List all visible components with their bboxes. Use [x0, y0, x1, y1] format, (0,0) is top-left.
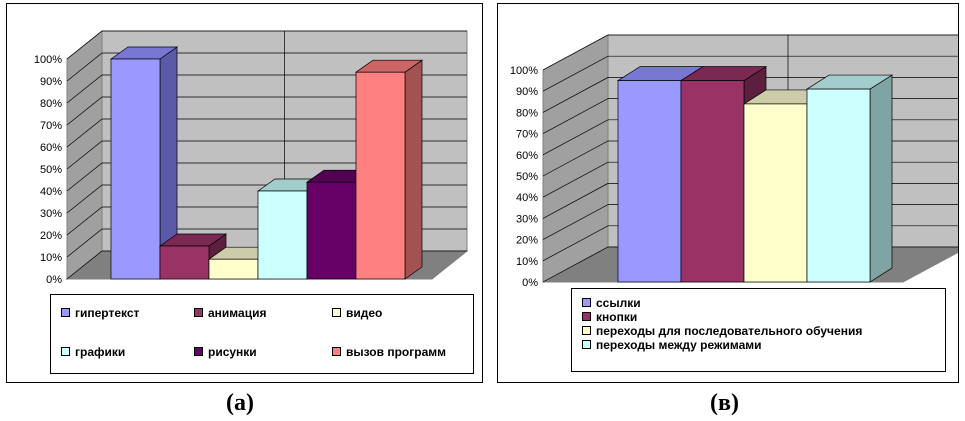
chart-b-ytick-label: 100% — [510, 65, 538, 77]
legend-item: ссылки — [582, 296, 945, 310]
chart-b-bar — [806, 88, 871, 283]
chart-b-gridline — [542, 34, 958, 71]
chart-a-bar — [110, 58, 161, 280]
legend-label: видео — [346, 306, 383, 320]
chart-a-caption: (а) — [226, 390, 254, 416]
legend-label: кнопки — [596, 310, 638, 324]
legend-label: переходы между режимами — [596, 338, 762, 352]
legend-swatch — [194, 308, 203, 318]
chart-a-ytick-label: 10% — [40, 252, 62, 264]
chart-a-bar — [208, 258, 259, 280]
legend-swatch — [332, 347, 341, 357]
legend-swatch — [194, 347, 203, 357]
chart-a-bar — [159, 245, 210, 280]
chart-a-ytick-label: 30% — [40, 208, 62, 220]
chart-b-bar — [680, 80, 745, 283]
chart-b-ytick-label: 80% — [516, 107, 538, 119]
chart-b-ytick-label: 90% — [516, 86, 538, 98]
chart-a-gridline — [66, 74, 467, 104]
legend-label: анимация — [208, 306, 267, 320]
chart-a-gridline — [66, 140, 467, 170]
chart-b-gridline — [542, 55, 958, 92]
legend-swatch — [582, 312, 591, 322]
legend-item: вызов программ — [332, 345, 446, 359]
chart-a-ytick-label: 20% — [40, 230, 62, 242]
legend-label: графики — [75, 345, 126, 359]
chart-b-bar — [743, 103, 808, 283]
legend-item: гипертекст — [61, 306, 139, 320]
chart-b-ytick-label: 60% — [516, 150, 538, 162]
legend-swatch — [582, 298, 591, 308]
chart-b-plot: 0% 10% 20% 30% 40% 50% 60% 70% 80% 90% 100% — [510, 34, 958, 289]
legend-label: переходы для последовательного обучения — [596, 324, 863, 338]
chart-a-gridline — [66, 52, 467, 82]
chart-b-panel: 0% 10% 20% 30% 40% 50% 60% 70% 80% 90% 100% ссылки… — [497, 3, 959, 383]
legend-item: анимация — [194, 306, 266, 320]
chart-b-ytick-label: 10% — [516, 256, 538, 268]
legend-item: графики — [61, 345, 125, 359]
chart-a-ytick-label: 60% — [40, 142, 62, 154]
chart-b-ytick-label: 40% — [516, 192, 538, 204]
chart-a-ytick-label: 70% — [40, 120, 62, 132]
chart-a-legend: гипертекст анимация видео графики рисунки выз… — [50, 294, 474, 374]
legend-item: рисунки — [194, 345, 257, 359]
chart-b-ytick-label: 20% — [516, 235, 538, 247]
chart-a-bar — [306, 181, 357, 280]
legend-label: рисунки — [208, 345, 257, 359]
legend-swatch — [61, 347, 70, 357]
chart-a-bar-side — [404, 59, 423, 280]
legend-item: переходы между режимами — [582, 338, 945, 352]
legend-label: гипертекст — [75, 306, 140, 320]
chart-a-plot: 0% 10% 20% 30% 40% 50% 60% 70% 80% 90% 100% — [34, 29, 469, 286]
chart-b-bar-side — [869, 74, 893, 283]
chart-a-ytick-label: 100% — [34, 54, 62, 66]
chart-a-panel: 0% 10% 20% 30% 40% 50% 60% 70% 80% 90% 100% гиперт… — [6, 3, 483, 383]
legend-swatch — [582, 326, 591, 336]
legend-label: ссылки — [596, 296, 641, 310]
chart-a-bar — [355, 71, 406, 280]
legend-swatch — [61, 308, 70, 318]
chart-b-ytick-label: 70% — [516, 129, 538, 141]
legend-item: переходы для последовательного обучения — [582, 324, 945, 338]
chart-a-gridline — [66, 162, 467, 192]
chart-b-ytick-label: 0% — [522, 277, 538, 289]
chart-a-ytick-label: 80% — [40, 98, 62, 110]
chart-a-gridline — [66, 96, 467, 126]
chart-a-gridline — [66, 118, 467, 148]
legend-swatch — [332, 308, 341, 318]
chart-b-bar — [617, 80, 682, 283]
chart-b-caption: (в) — [710, 390, 739, 416]
chart-a-ytick-label: 0% — [46, 274, 62, 286]
legend-item: кнопки — [582, 310, 945, 324]
chart-b-ytick-label: 30% — [516, 213, 538, 225]
legend-item: видео — [332, 306, 382, 320]
legend-label: вызов программ — [346, 345, 446, 359]
chart-b-ytick-label: 50% — [516, 171, 538, 183]
chart-a-bar — [257, 190, 308, 280]
chart-a-gridline — [66, 30, 467, 60]
legend-swatch — [582, 340, 591, 350]
chart-a-ytick-label: 50% — [40, 164, 62, 176]
chart-a-ytick-label: 90% — [40, 76, 62, 88]
chart-b-legend: ссылки кнопки переходы для последовательно… — [571, 288, 946, 372]
chart-a-ytick-label: 40% — [40, 186, 62, 198]
